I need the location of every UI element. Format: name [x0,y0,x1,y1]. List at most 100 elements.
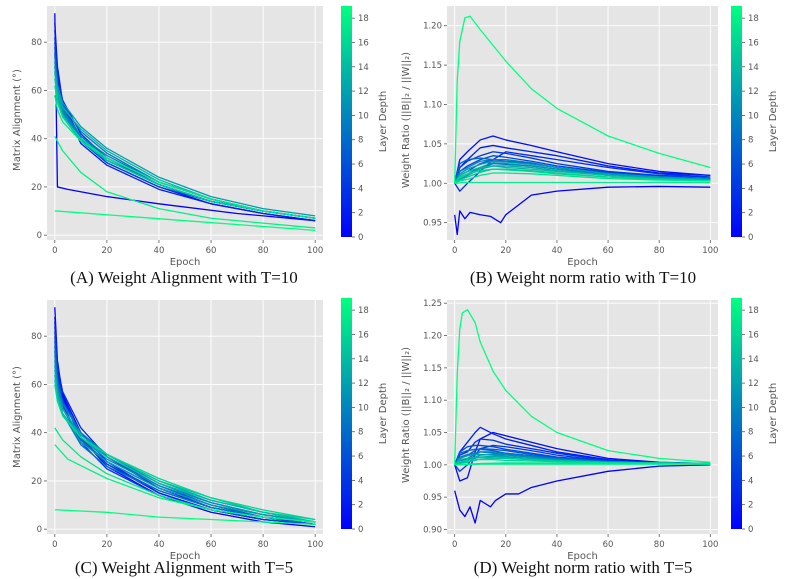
y-tick-label: 1.00 [423,461,442,471]
x-tick-label: 80 [654,246,665,256]
colorbar-tick-label: 2 [358,209,363,219]
y-tick-label: 80 [31,38,42,48]
grid [447,6,718,240]
series-line [454,15,711,184]
x-tick-label: 40 [552,246,563,256]
colorbar-tick-label: 8 [748,428,753,438]
x-tick-label: 60 [603,540,614,550]
colorbar-tick-label: 2 [748,209,753,219]
series-line [454,181,711,184]
y-tick-label: 1.05 [423,140,442,150]
y-tick-label: 20 [31,183,42,193]
x-axis-label: Epoch [170,257,201,268]
x-tick-label: 80 [258,540,269,550]
x-tick-label: 40 [154,246,165,256]
colorbar-tick-label: 14 [748,63,759,73]
colorbar-tick-label: 6 [748,160,753,170]
y-tick-label: 0 [37,525,42,535]
colorbar-tick-label: 8 [748,136,753,146]
series-group [454,309,711,524]
x-tick-label: 20 [101,540,112,550]
y-tick-label: 60 [31,380,42,390]
x-tick-label: 80 [258,246,269,256]
colorbar-tick-label: 0 [748,233,753,243]
x-tick-label: 20 [500,246,511,256]
x-tick-label: 100 [702,246,718,256]
panel-b-chart: 0 20 40 60 80 1000.951.001.051.101.151.20Epoc… [401,6,779,287]
colorbar-tick-label: 12 [748,379,759,389]
series-line [454,160,711,184]
y-tick-label: 1.20 [423,332,442,342]
y-tick-label: 1.05 [423,429,442,439]
colorbar-gradient [341,6,352,237]
y-tick-label: 80 [31,332,42,342]
y-tick-label: 1.10 [423,396,442,406]
colorbar-tick-label: 8 [358,428,363,438]
series-line [454,172,711,184]
y-tick-label: 1.10 [423,100,442,110]
y-tick-label: 0.90 [423,525,442,535]
x-tick-label: 100 [307,246,323,256]
colorbar-tick-label: 6 [358,160,363,170]
colorbar-tick-label: 12 [358,87,369,97]
colorbar-tick-label: 16 [748,38,759,48]
y-tick-label: 1.15 [423,61,442,71]
series-line [454,431,711,482]
colorbar-tick-label: 12 [358,379,369,389]
y-tick-label: 40 [31,429,42,439]
x-tick-label: 60 [206,246,217,256]
x-tick-label: 0 [452,246,457,256]
colorbar-tick-label: 16 [748,330,759,340]
x-tick-label: 0 [52,246,57,256]
series-line [54,13,316,222]
colorbar-tick-label: 14 [358,355,369,365]
colorbar-tick-label: 18 [358,306,369,316]
y-tick-label: 1.15 [423,364,442,374]
series-line [454,463,711,466]
colorbar-tick-label: 6 [748,452,753,462]
colorbar-tick-label: 8 [358,136,363,146]
y-tick-label: 20 [31,477,42,487]
grid [447,300,718,534]
series-line [454,309,711,465]
series-line [454,151,711,192]
y-tick-label: 0.95 [423,493,442,503]
series-line [454,155,711,184]
series-line [454,185,711,236]
series-line [454,144,711,184]
colorbar-tick-label: 18 [748,306,759,316]
colorbar-label: Layer Depth [768,383,779,445]
x-tick-label: 0 [52,540,57,550]
panel-d-chart: 0 20 40 60 80 1000.900.951.001.051.101.151.20… [401,298,779,577]
series-group [54,13,316,231]
colorbar-gradient [731,6,742,237]
series-line [54,384,316,521]
x-tick-label: 100 [702,540,718,550]
colorbar-tick-label: 16 [358,330,369,340]
x-tick-label: 20 [101,246,112,256]
colorbar-tick-label: 18 [358,14,369,24]
y-tick-label: 0 [37,231,42,241]
x-axis-label: Epoch [567,257,598,268]
series-line [454,168,711,184]
x-tick-label: 100 [307,540,323,550]
colorbar-tick-label: 10 [748,111,759,121]
series-line [54,509,316,525]
x-tick-label: 40 [154,540,165,550]
x-tick-label: 60 [206,540,217,550]
plot-background [47,6,323,240]
y-axis-label: Matrix Alignment (°) [12,69,23,171]
colorbar-tick-label: 0 [358,525,363,535]
plot-background [447,6,718,240]
grid [47,300,323,534]
colorbar-tick-label: 0 [748,525,753,535]
plot-background [447,300,718,534]
colorbar: 0 2 4 6 8 10 12 14 16 18 Layer Depth [341,6,389,243]
series-line [454,165,711,184]
colorbar-label: Layer Depth [378,383,389,445]
colorbar-tick-label: 4 [748,184,753,194]
series-line [54,444,316,523]
panel-caption: (C) Weight Alignment with T=5 [75,558,293,577]
series-line [454,151,711,184]
